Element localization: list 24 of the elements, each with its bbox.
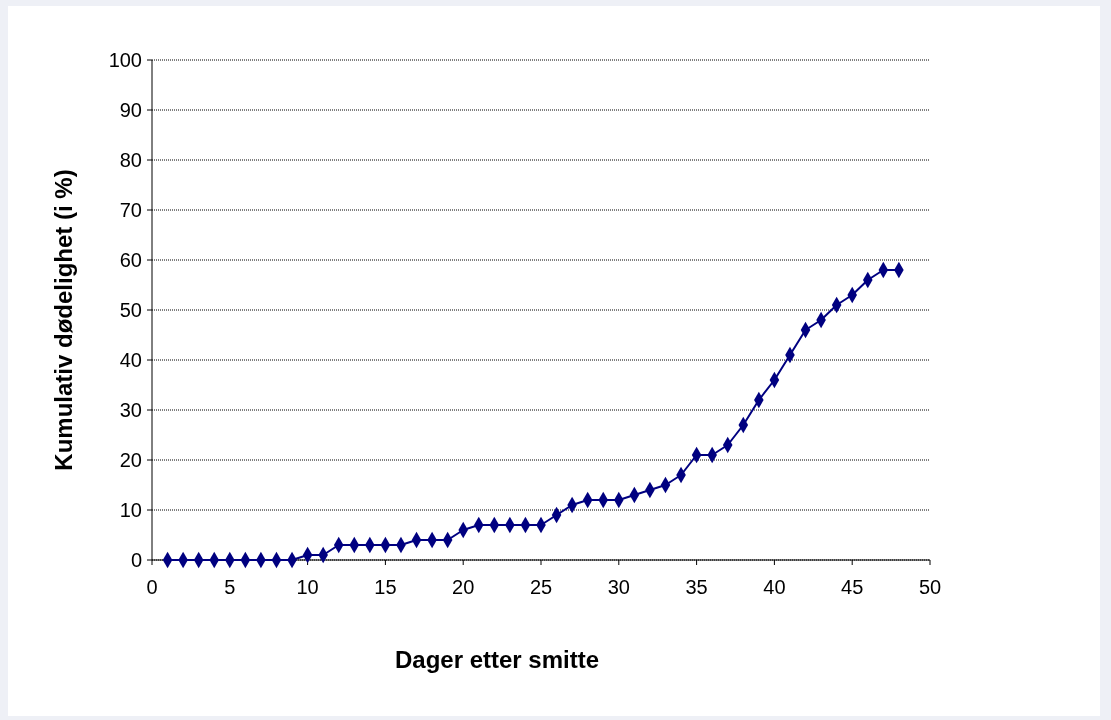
y-tick-label: 0: [130, 549, 142, 571]
y-tick-label: 40: [119, 349, 142, 371]
x-tick-label: 25: [529, 576, 553, 598]
y-tick-label: 100: [108, 49, 142, 71]
y-tick-label: 30: [119, 399, 142, 421]
x-tick-label: 15: [374, 576, 397, 598]
y-tick-label: 90: [119, 99, 142, 121]
y-tick-label: 10: [119, 499, 142, 521]
y-tick-label: 50: [119, 299, 142, 321]
y-tick-label: 70: [119, 199, 142, 221]
x-tick-label: 35: [685, 576, 708, 598]
y-tick-label: 20: [119, 449, 142, 471]
x-axis-title: Dager etter smitte: [394, 646, 600, 673]
x-tick-label: 5: [224, 576, 236, 598]
x-tick-label: 10: [296, 576, 319, 598]
y-tick-label: 80: [119, 149, 142, 171]
y-axis-title: Kumulativ dødelighet (i %): [50, 169, 77, 471]
x-tick-label: 40: [763, 576, 786, 598]
x-tick-label: 20: [452, 576, 475, 598]
x-tick-label: 45: [841, 576, 864, 598]
x-tick-label: 50: [918, 576, 942, 598]
x-tick-label: 30: [607, 576, 630, 598]
x-tick-label: 0: [146, 576, 158, 598]
y-tick-label: 60: [119, 249, 142, 271]
